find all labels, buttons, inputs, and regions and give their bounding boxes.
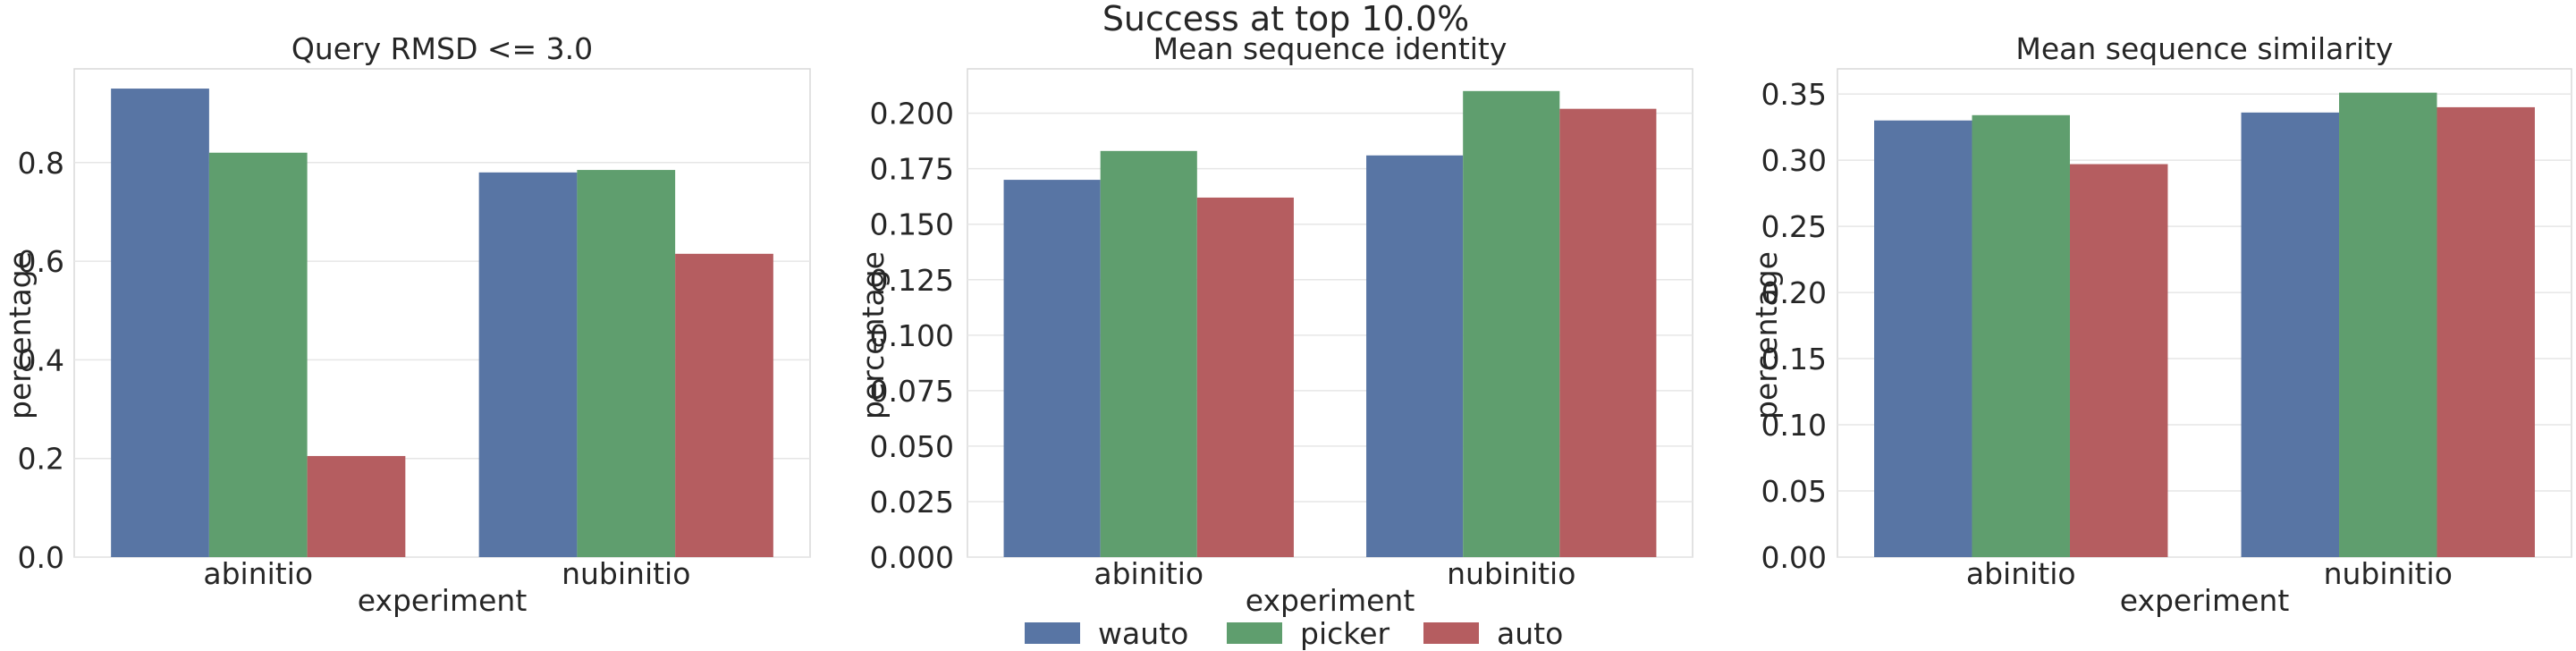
chart-title: Mean sequence identity <box>1153 31 1508 66</box>
chart-panel-1: 0.0 0.2 0.4 0.6 0.8 abinitio nubinitio Query RM… <box>3 31 811 618</box>
legend-label: auto <box>1497 616 1563 651</box>
bar-wauto-nubinitio <box>478 172 578 557</box>
bar-wauto-nubinitio <box>1366 155 1464 558</box>
y-tick-label: 0.150 <box>870 207 954 242</box>
bar-wauto-abinitio <box>1003 180 1101 557</box>
y-axis-label: percentage <box>1749 251 1784 419</box>
x-tick-label: nubinitio <box>562 556 690 591</box>
y-tick-label: 0.100 <box>870 318 954 353</box>
bar-picker-abinitio <box>1972 114 2070 557</box>
legend-item-picker: picker <box>1227 616 1389 651</box>
y-tick-label: 0.05 <box>1761 474 1827 509</box>
legend-swatch <box>1025 622 1080 644</box>
y-tick-label: 0.000 <box>870 540 954 575</box>
figure-suptitle: Success at top 10.0% <box>1102 0 1469 38</box>
y-tick-label: 0.2 <box>18 442 64 477</box>
bar-auto-nubinitio <box>1559 108 1657 557</box>
y-tick-label: 0.4 <box>18 342 64 377</box>
bar-wauto-nubinitio <box>2241 112 2340 557</box>
chart-title: Query RMSD <= 3.0 <box>291 31 593 66</box>
bar-picker-nubinitio <box>577 170 676 557</box>
chart-title: Mean sequence similarity <box>2015 31 2393 66</box>
bar-auto-abinitio <box>307 455 406 557</box>
x-axis-label: experiment <box>358 583 528 618</box>
x-tick-label: abinitio <box>1094 556 1204 591</box>
y-tick-label: 0.175 <box>870 152 954 187</box>
x-tick-label: abinitio <box>1966 556 2076 591</box>
chart-panel-2: 0.000 0.025 0.050 0.075 0.100 0.125 0.150 0.175… <box>856 31 1693 618</box>
bar-auto-nubinitio <box>675 253 773 557</box>
bar-auto-nubinitio <box>2437 106 2535 557</box>
bar-picker-abinitio <box>208 152 308 557</box>
legend-label: wauto <box>1098 616 1188 651</box>
bar-auto-abinitio <box>2069 164 2168 557</box>
y-tick-label: 0.00 <box>1761 540 1827 575</box>
x-axis-label: experiment <box>2120 583 2290 618</box>
legend-item-auto: auto <box>1423 616 1563 651</box>
y-axis-label: percentage <box>3 251 38 419</box>
y-tick-label: 0.025 <box>870 485 954 520</box>
y-tick-label: 0.10 <box>1761 408 1827 443</box>
bar-picker-abinitio <box>1100 150 1197 557</box>
legend-label: picker <box>1300 616 1389 651</box>
y-tick-label: 0.200 <box>870 97 954 131</box>
y-tick-label: 0.35 <box>1761 77 1827 112</box>
chart-panels: 0.0 0.2 0.4 0.6 0.8 abinitio nubinitio Query RM… <box>3 31 2572 618</box>
y-tick-label: 0.25 <box>1761 209 1827 244</box>
legend-swatch <box>1227 622 1282 644</box>
y-tick-label: 0.050 <box>870 429 954 464</box>
y-tick-label: 0.20 <box>1761 275 1827 310</box>
y-tick-label: 0.8 <box>18 146 64 181</box>
y-tick-label: 0.15 <box>1761 342 1827 376</box>
x-tick-label: nubinitio <box>1447 556 1575 591</box>
legend-item-wauto: wauto <box>1025 616 1188 651</box>
y-tick-label: 0.075 <box>870 374 954 409</box>
y-tick-label: 0.0 <box>18 540 64 575</box>
y-axis-label: percentage <box>856 251 891 419</box>
y-tick-label: 0.125 <box>870 263 954 298</box>
y-tick-label: 0.6 <box>18 244 64 279</box>
bar-picker-nubinitio <box>1463 90 1560 558</box>
chart-panel-3: 0.00 0.05 0.10 0.15 0.20 0.25 0.30 0.35 abinitio… <box>1749 31 2572 618</box>
legend: wauto picker auto <box>1025 616 1563 651</box>
bar-wauto-abinitio <box>111 89 209 557</box>
bar-picker-nubinitio <box>2339 92 2437 557</box>
x-axis-label: experiment <box>1246 583 1415 618</box>
bar-wauto-abinitio <box>1874 120 1972 557</box>
legend-swatch <box>1423 622 1479 644</box>
y-tick-label: 0.30 <box>1761 143 1827 178</box>
bar-auto-abinitio <box>1196 197 1294 558</box>
x-tick-label: nubinitio <box>2324 556 2453 591</box>
x-tick-label: abinitio <box>203 556 313 591</box>
